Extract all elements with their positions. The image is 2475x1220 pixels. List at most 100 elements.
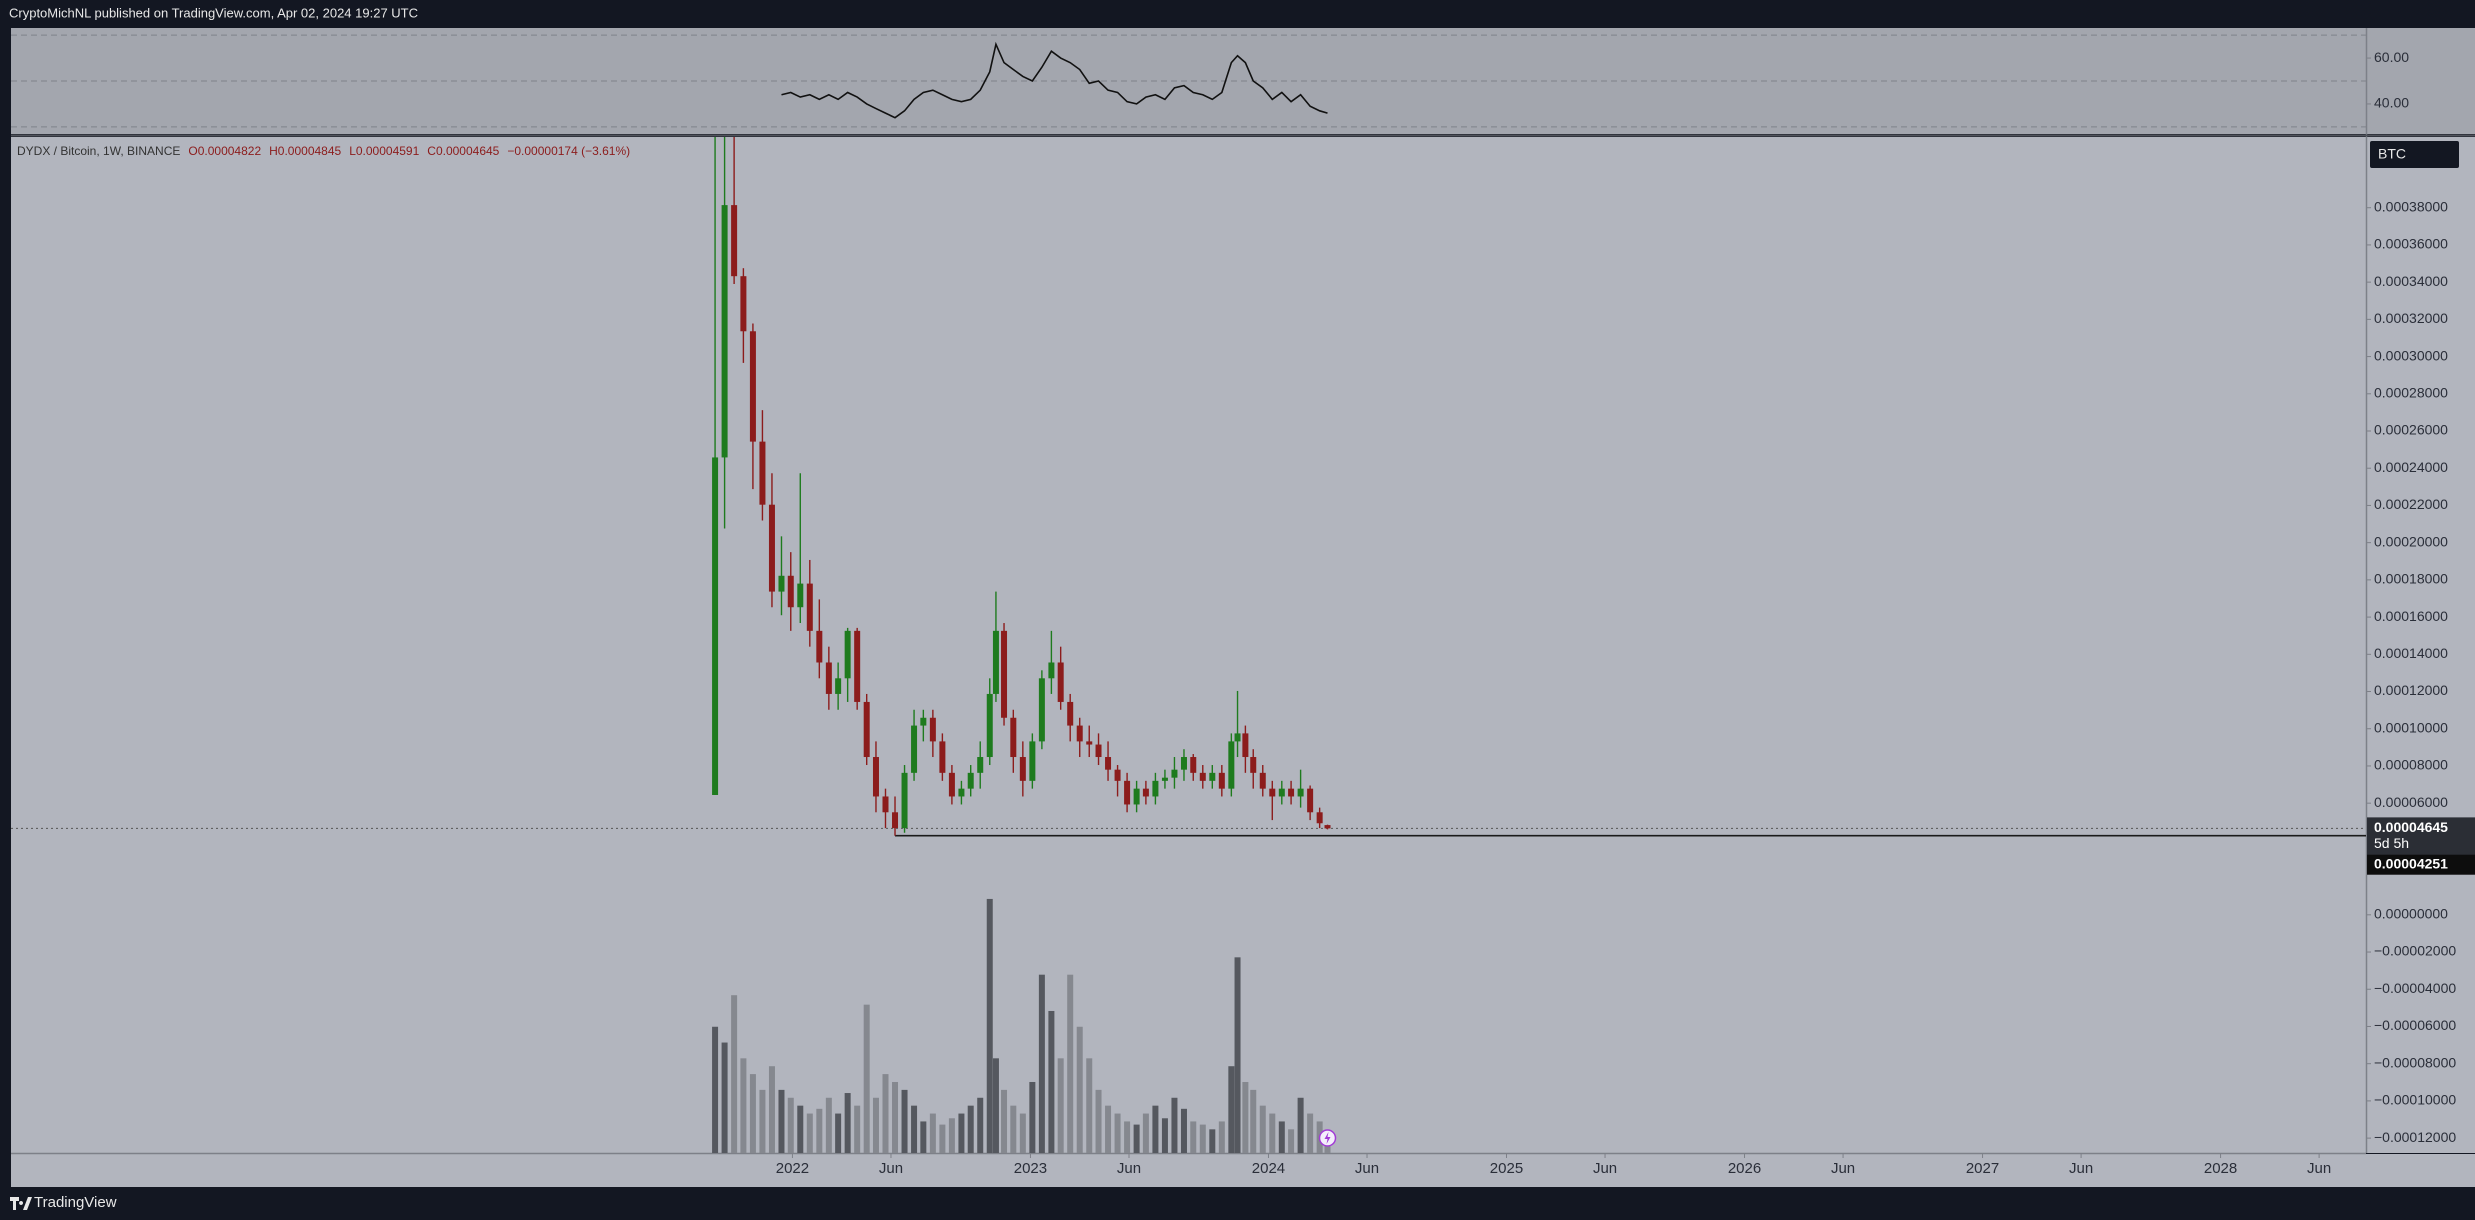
candle-body xyxy=(958,788,965,797)
volume-bar xyxy=(1124,1121,1131,1153)
volume-bar xyxy=(1288,1129,1295,1153)
rsi-axis xyxy=(2367,28,2475,134)
legend-symbol: DYDX / Bitcoin, 1W, BINANCE xyxy=(17,144,180,158)
volume-bar xyxy=(759,1089,766,1153)
y-tick-label: 0.00012000 xyxy=(2374,682,2448,698)
candle-body xyxy=(1324,825,1331,829)
candle-body xyxy=(1095,744,1102,758)
volume-bar xyxy=(1259,1105,1266,1153)
y-tick-label: −0.00010000 xyxy=(2374,1092,2456,1108)
candle-body xyxy=(1029,741,1036,781)
volume-bar xyxy=(835,1113,842,1153)
volume-bar xyxy=(992,1058,999,1153)
main-layer xyxy=(11,137,2366,1153)
volume-bar xyxy=(1180,1108,1187,1153)
volume-bar xyxy=(1307,1113,1314,1153)
y-tick-label: −0.00002000 xyxy=(2374,943,2456,959)
y-tick-label: 0.00014000 xyxy=(2374,645,2448,661)
y-tick-label: 0.00032000 xyxy=(2374,310,2448,326)
candle-body xyxy=(1316,812,1323,824)
candle-body xyxy=(1209,772,1216,781)
candle-body xyxy=(939,741,946,773)
y-tick-label: 0.00020000 xyxy=(2374,533,2448,549)
volume-bar xyxy=(731,995,738,1153)
y-tick-label: 0.00034000 xyxy=(2374,273,2448,289)
volume-bar xyxy=(1242,1081,1249,1153)
volume-bar xyxy=(1142,1113,1149,1153)
x-tick-label: 2028 xyxy=(2204,1160,2237,1177)
candle-body xyxy=(948,772,955,797)
x-tick-label: 2022 xyxy=(776,1160,809,1177)
candle-body xyxy=(872,757,879,797)
volume-bar xyxy=(1010,1105,1017,1153)
candle-body xyxy=(749,331,756,442)
volume-bar xyxy=(787,1097,794,1153)
volume-bar xyxy=(854,1105,861,1153)
candle-body xyxy=(1234,733,1241,742)
volume-bar xyxy=(872,1097,879,1153)
volume-bar xyxy=(892,1081,899,1153)
volume-bar xyxy=(816,1108,823,1153)
y-tick-label: 0.00006000 xyxy=(2374,794,2448,810)
legend-ohlc: O0.00004822 H0.00004845 L0.00004591 C0.0000… xyxy=(188,144,630,158)
y-tick-label: 0.00038000 xyxy=(2374,198,2448,214)
x-tick-label: Jun xyxy=(1593,1160,1617,1177)
y-tick-label: 0.00010000 xyxy=(2374,719,2448,735)
volume-bar xyxy=(1161,1118,1168,1153)
candle-body xyxy=(1076,725,1083,742)
candle-body xyxy=(1086,741,1093,745)
candle-body xyxy=(1171,769,1178,778)
candle-body xyxy=(920,717,927,726)
legend-value: L0.00004591 xyxy=(349,144,419,158)
candle-body xyxy=(1250,757,1257,773)
y-tick-label: 0.00028000 xyxy=(2374,384,2448,400)
volume-bar xyxy=(882,1074,889,1153)
candle-body xyxy=(992,630,999,694)
volume-bar xyxy=(778,1089,785,1153)
candle-body xyxy=(1161,777,1168,781)
candle-body xyxy=(787,575,794,608)
candle-body xyxy=(835,678,842,694)
x-tick-label: 2025 xyxy=(1490,1160,1523,1177)
level-label: 0.00004251 xyxy=(2374,855,2448,871)
candle-body xyxy=(731,205,738,277)
volume-bar xyxy=(977,1097,984,1153)
y-tick-label: −0.00004000 xyxy=(2374,980,2456,996)
candle-body xyxy=(1199,772,1206,781)
candle-body xyxy=(977,757,984,773)
currency-label: BTC xyxy=(2378,146,2406,162)
volume-bar xyxy=(1086,1058,1093,1153)
candle-body xyxy=(825,662,832,694)
candle-body xyxy=(759,441,766,505)
volume-bar xyxy=(1234,957,1241,1153)
candle-body xyxy=(740,276,747,332)
countdown-label: 5d 5h xyxy=(2374,835,2409,851)
candle-body xyxy=(1297,788,1304,797)
volume-bar xyxy=(1250,1089,1257,1153)
candle-body xyxy=(911,725,918,773)
candle-body xyxy=(882,796,889,813)
volume-bar xyxy=(1209,1129,1216,1153)
volume-bar xyxy=(844,1093,851,1153)
y-tick-label: 0.00018000 xyxy=(2374,571,2448,587)
volume-bar xyxy=(1269,1113,1276,1153)
y-tick-label: 0.00036000 xyxy=(2374,236,2448,252)
candle-body xyxy=(1190,757,1197,773)
y-tick-label: 0.00016000 xyxy=(2374,608,2448,624)
candle-body xyxy=(806,583,813,631)
candle-body xyxy=(967,772,974,789)
event-icon-bolt xyxy=(1324,1132,1331,1144)
candle-body xyxy=(901,772,908,829)
volume-bar xyxy=(939,1124,946,1153)
volume-bar xyxy=(1278,1121,1285,1153)
candle-body xyxy=(816,630,823,663)
volume-bar xyxy=(1067,974,1074,1153)
x-tick-label: 2027 xyxy=(1966,1160,1999,1177)
volume-bar xyxy=(721,1042,728,1153)
volume-bar xyxy=(740,1058,747,1153)
volume-bar xyxy=(1218,1121,1225,1153)
volume-bar xyxy=(901,1089,908,1153)
x-tick-label: Jun xyxy=(2307,1160,2331,1177)
volume-bar xyxy=(1029,1081,1036,1153)
